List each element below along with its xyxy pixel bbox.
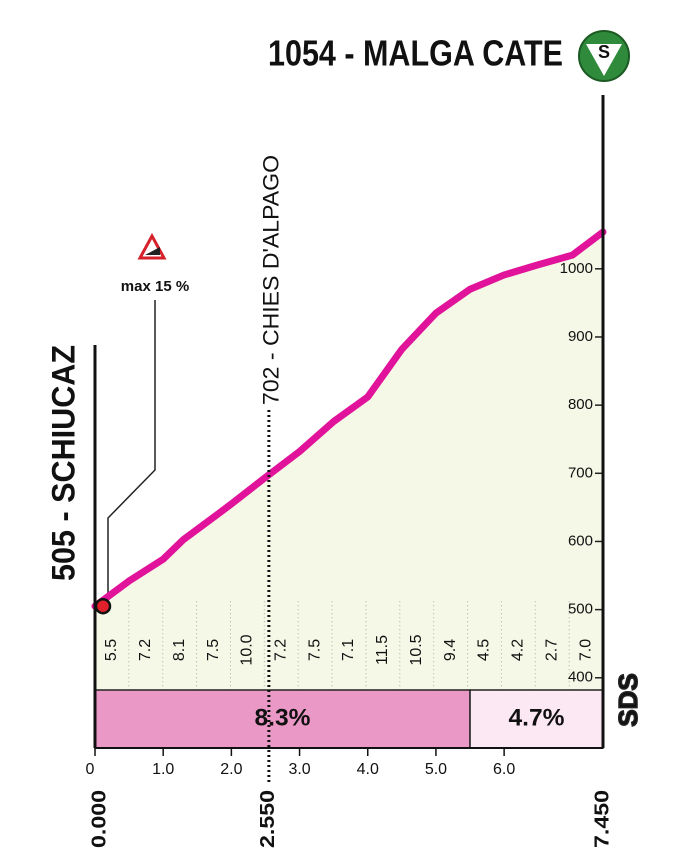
gradient-label: 5.5 (103, 639, 120, 661)
section-bar (469, 689, 604, 749)
x-tick-label: 0 (86, 761, 95, 778)
gradient-label: 11.5 (374, 635, 391, 665)
x-tick-label: 5.0 (425, 761, 447, 778)
y-tick-label: 800 (568, 396, 593, 413)
gradient-label: 7.2 (137, 639, 154, 661)
gradient-label: 4.5 (476, 639, 493, 661)
km-marker: 0.000 (88, 790, 110, 848)
start-point (94, 597, 112, 615)
gradient-label: 7.5 (205, 639, 222, 661)
gradient-label: 9.4 (442, 639, 459, 661)
section-label: 8.3% (255, 704, 311, 731)
waypoint-label: 702 - CHIES D'ALPAGO (259, 155, 284, 405)
y-tick-label: 400 (568, 669, 593, 686)
gradient-label: 10.5 (408, 634, 425, 665)
section-label: 4.7% (509, 704, 565, 731)
start-label: 505 - SCHIUCAZ (45, 345, 81, 581)
area-fill (95, 232, 603, 690)
km-marker: 2.550 (257, 790, 279, 848)
gradient-label: 4.2 (510, 639, 527, 661)
summit-badge: S (578, 30, 630, 82)
x-tick-label: 3.0 (288, 761, 310, 778)
profile-line (91, 228, 607, 610)
y-tick-label: 700 (568, 464, 593, 481)
y-tick-label: 900 (568, 328, 593, 345)
y-tick-label: 500 (568, 601, 593, 618)
x-tick-label: 2.0 (220, 761, 242, 778)
gradient-label: 7.5 (306, 639, 323, 661)
gradient-label: 7.1 (340, 639, 357, 661)
x-tick-label: 6.0 (493, 761, 515, 778)
y-tick-label: 600 (568, 532, 593, 549)
x-tick-label: 4.0 (357, 761, 379, 778)
max-slope-label: max 15 % (121, 278, 189, 295)
max-slope: max 15 % (107, 232, 189, 596)
gradient-label: 7.0 (577, 639, 594, 661)
gradient-label: 10.0 (239, 634, 256, 665)
badge-label: S (598, 42, 610, 62)
brand: SDS (613, 673, 643, 726)
gradient-label: 8.1 (171, 639, 188, 661)
x-tick-label: 1.0 (152, 761, 174, 778)
gradient-label: 7.2 (272, 639, 289, 661)
gradient-label: 2.7 (543, 639, 560, 661)
chart-title: 1054 - MALGA CATE (268, 33, 563, 74)
y-tick-label: 1000 (560, 260, 593, 277)
km-marker: 7.450 (591, 790, 613, 848)
